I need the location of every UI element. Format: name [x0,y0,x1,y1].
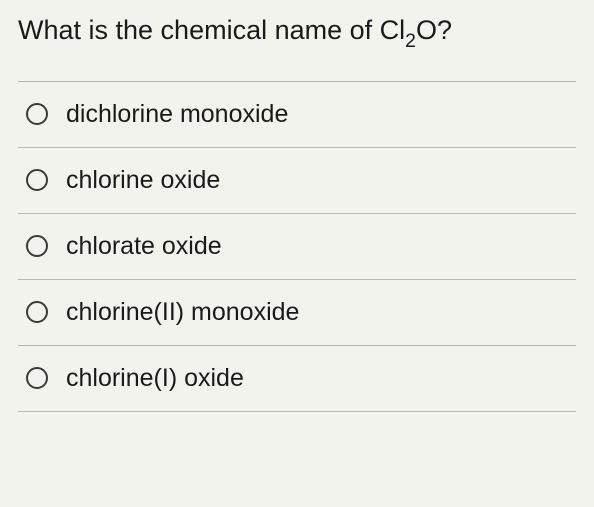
question-prefix: What is the chemical name of Cl [18,15,405,45]
radio-icon[interactable] [26,235,48,257]
radio-icon[interactable] [26,367,48,389]
radio-icon[interactable] [26,169,48,191]
option-row[interactable]: chlorine(I) oxide [18,346,576,412]
option-row[interactable]: chlorine oxide [18,148,576,214]
question-subscript: 2 [405,30,416,52]
option-label: chlorine(II) monoxide [66,298,299,327]
question-text: What is the chemical name of Cl2O? [18,12,576,53]
option-label: dichlorine monoxide [66,100,288,129]
option-label: chlorate oxide [66,232,222,261]
options-list: dichlorine monoxide chlorine oxide chlor… [18,81,576,412]
option-row[interactable]: chlorine(II) monoxide [18,280,576,346]
radio-icon[interactable] [26,103,48,125]
option-row[interactable]: dichlorine monoxide [18,82,576,148]
option-label: chlorine(I) oxide [66,364,244,393]
radio-icon[interactable] [26,301,48,323]
option-label: chlorine oxide [66,166,220,195]
option-row[interactable]: chlorate oxide [18,214,576,280]
question-suffix: O? [416,15,452,45]
